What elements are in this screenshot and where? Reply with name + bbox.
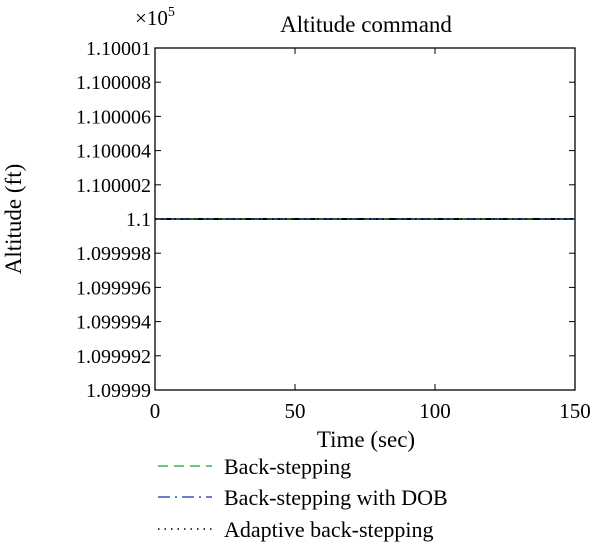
y-tick-label: 1.10001 bbox=[86, 38, 151, 60]
legend-label-3: Adaptive back-stepping bbox=[224, 517, 434, 542]
y-axis-multiplier-exponent: 5 bbox=[168, 5, 175, 20]
plot-layer: 1.09999 1.099992 1.099994 1.099996 1.099998 1… bbox=[1, 5, 591, 542]
y-tick-label: 1.099996 bbox=[76, 277, 151, 299]
y-tick-label: 1.09999 bbox=[86, 380, 151, 402]
y-tick-label: 1.099998 bbox=[76, 243, 151, 265]
chart-title: Altitude command bbox=[280, 12, 452, 37]
legend-label-2: Back-stepping with DOB bbox=[224, 485, 448, 510]
y-axis-multiplier-base: ×10 bbox=[135, 6, 168, 30]
y-axis-multiplier: ×105 bbox=[135, 5, 175, 30]
x-axis-label: Time (sec) bbox=[317, 427, 415, 452]
y-tick-label: 1.1 bbox=[126, 209, 151, 231]
legend-label-1: Back-stepping bbox=[224, 454, 351, 479]
x-tick-label: 50 bbox=[285, 399, 306, 423]
y-tick-label: 1.100008 bbox=[76, 72, 151, 94]
y-tick-label: 1.100004 bbox=[76, 141, 151, 163]
y-tick-label: 1.099994 bbox=[76, 312, 151, 334]
y-tick-label: 1.100002 bbox=[76, 175, 151, 197]
y-tick-label: 1.099992 bbox=[76, 346, 151, 368]
y-tick-label: 1.100006 bbox=[76, 106, 151, 128]
y-axis-label: Altitude (ft) bbox=[1, 164, 26, 275]
x-tick-label: 100 bbox=[419, 399, 451, 423]
x-tick-label: 0 bbox=[150, 399, 161, 423]
x-tick-label: 150 bbox=[559, 399, 591, 423]
